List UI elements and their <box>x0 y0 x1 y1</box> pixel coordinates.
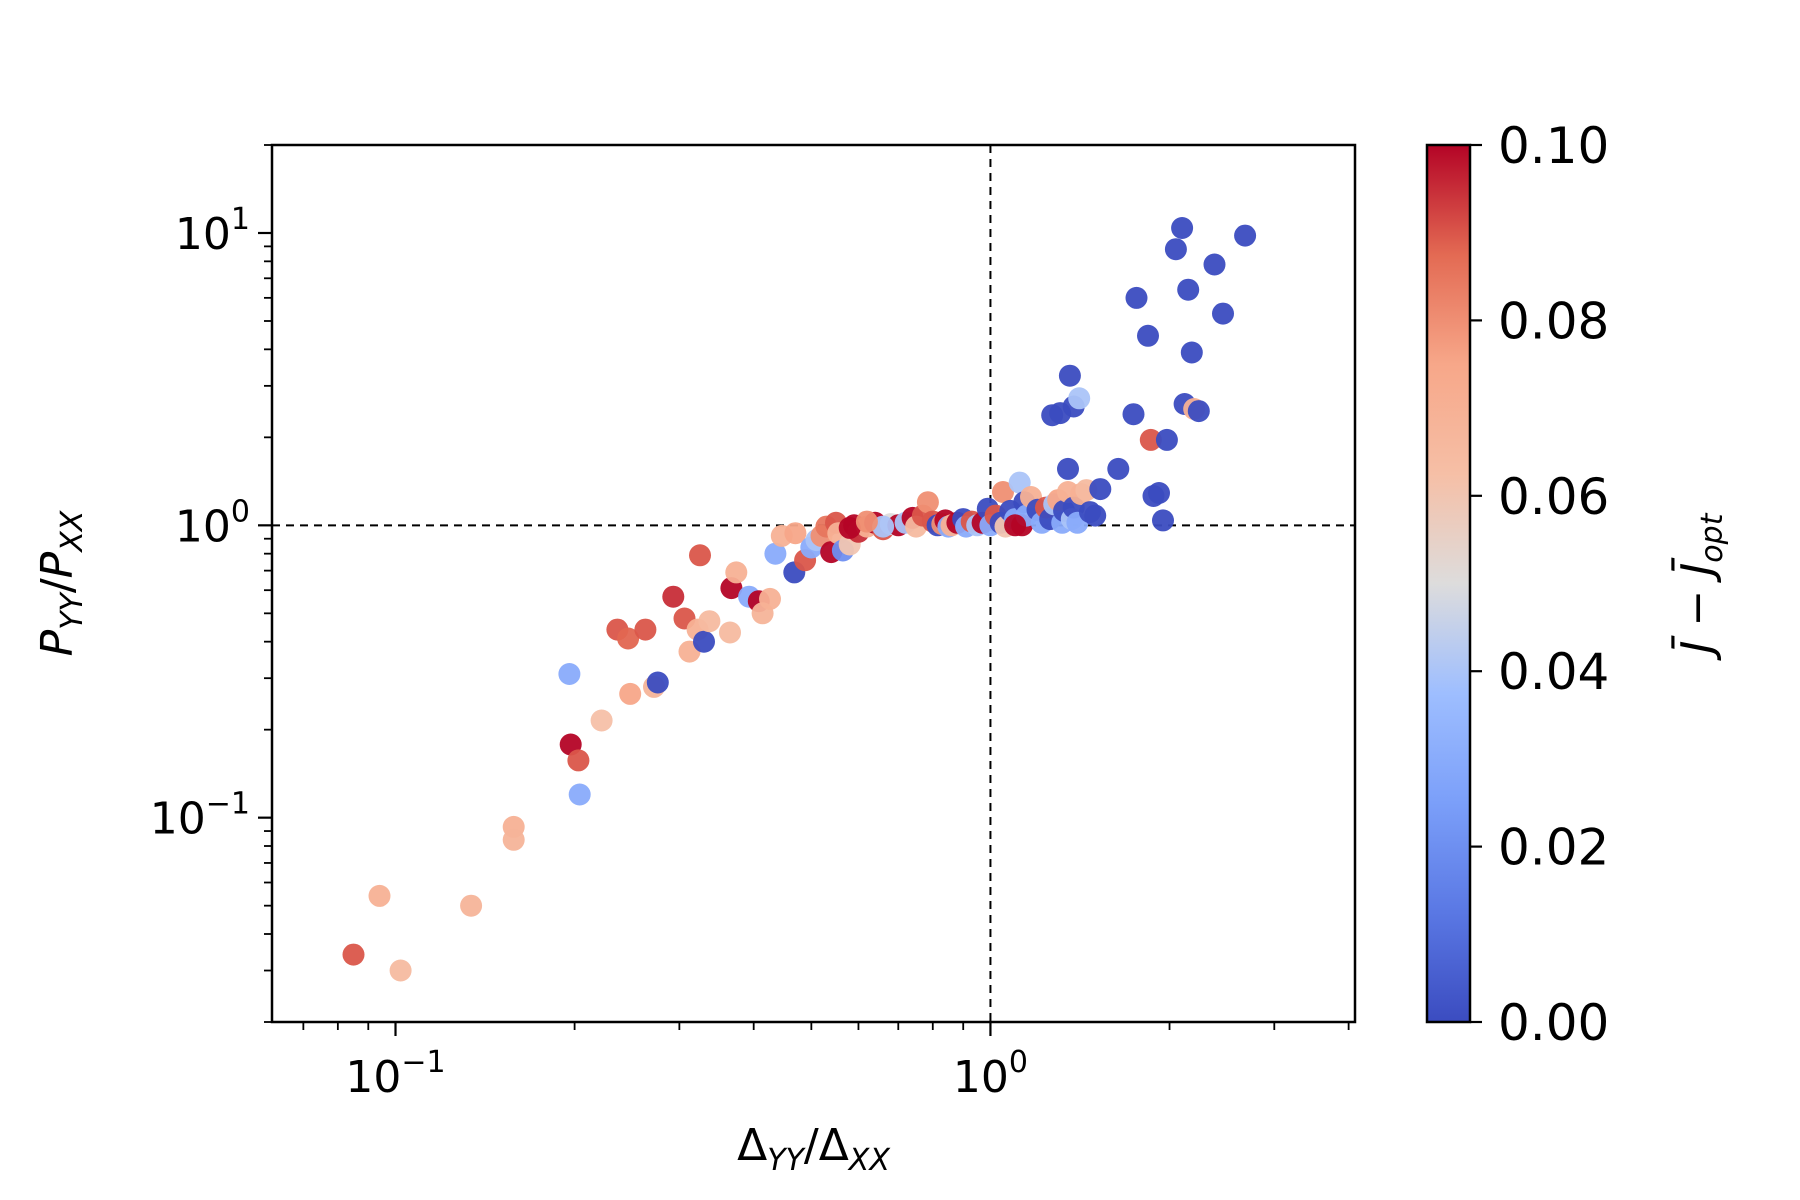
data-point <box>1089 478 1112 501</box>
data-point <box>590 709 613 732</box>
data-point <box>992 481 1014 503</box>
data-point <box>1171 217 1194 239</box>
colorbar-gradient <box>1425 143 1472 1024</box>
data-point <box>1004 514 1027 537</box>
data-point <box>784 522 807 545</box>
data-point <box>1137 324 1159 347</box>
x-axis-label: ΔYY/ΔXX <box>737 1120 891 1178</box>
data-point <box>1177 278 1200 301</box>
data-point <box>1180 341 1203 364</box>
data-point <box>719 621 741 644</box>
data-point <box>634 618 657 641</box>
reference-lines <box>272 145 1355 1022</box>
colorbar-label: J̄ − J̄opt <box>1670 512 1730 661</box>
data-point <box>1057 457 1079 480</box>
colorbar-tick-label: 0.10 <box>1498 117 1609 175</box>
data-point <box>568 783 591 806</box>
colorbar-tick-label: 0.08 <box>1498 292 1609 350</box>
plot-background <box>272 145 1355 1022</box>
axes: 10−1 100 10−1 100 101 ΔYY/ΔXX PYY/PXX <box>32 143 1357 1178</box>
data-point <box>617 627 640 650</box>
data-points <box>342 217 1257 982</box>
colorbar-tick-label: 0.00 <box>1498 994 1609 1052</box>
data-point <box>662 585 685 608</box>
y-tick-label: 101 <box>175 202 250 260</box>
colorbar-tick-label: 0.06 <box>1498 468 1609 526</box>
colorbar-tick-label: 0.02 <box>1498 819 1609 877</box>
data-point <box>916 491 939 514</box>
data-point <box>725 561 748 584</box>
data-point <box>1139 428 1162 451</box>
x-tick-label: 100 <box>953 1045 1028 1103</box>
data-point <box>368 884 391 907</box>
data-point <box>838 516 861 539</box>
colorbar: 0.00 0.02 0.04 0.06 0.08 0.10 J̄ − J̄opt <box>1425 117 1730 1052</box>
data-point <box>1234 224 1257 247</box>
data-point <box>855 510 878 533</box>
y-tick-label: 100 <box>175 494 250 552</box>
data-point <box>1203 253 1226 276</box>
data-point <box>759 587 781 610</box>
x-tick-label: 10−1 <box>345 1045 445 1103</box>
data-point <box>1122 403 1145 426</box>
data-point <box>342 943 365 966</box>
data-point <box>1155 428 1178 451</box>
plot-frame <box>270 143 1357 1024</box>
data-point <box>1148 482 1170 504</box>
data-point <box>693 630 715 653</box>
data-point <box>646 671 669 694</box>
plot-area <box>272 145 1355 1022</box>
data-point <box>1212 302 1234 325</box>
data-point <box>1187 400 1210 423</box>
data-point <box>1125 286 1148 309</box>
data-point <box>558 663 581 685</box>
data-point <box>619 682 642 705</box>
data-point <box>764 542 787 565</box>
data-point <box>502 828 525 851</box>
y-axis-label: PYY/PXX <box>32 509 90 656</box>
data-point <box>1084 504 1107 527</box>
data-point <box>1068 387 1091 410</box>
y-tick-label: 10−1 <box>150 787 250 845</box>
data-point <box>698 610 721 633</box>
data-point <box>1058 364 1081 387</box>
colorbar-tick-label: 0.04 <box>1498 643 1609 701</box>
data-point <box>1164 238 1187 261</box>
data-point <box>689 544 711 567</box>
data-point <box>1107 457 1130 480</box>
data-point <box>460 894 483 917</box>
data-point <box>1152 509 1174 532</box>
data-point <box>567 749 590 772</box>
data-point <box>389 959 412 982</box>
